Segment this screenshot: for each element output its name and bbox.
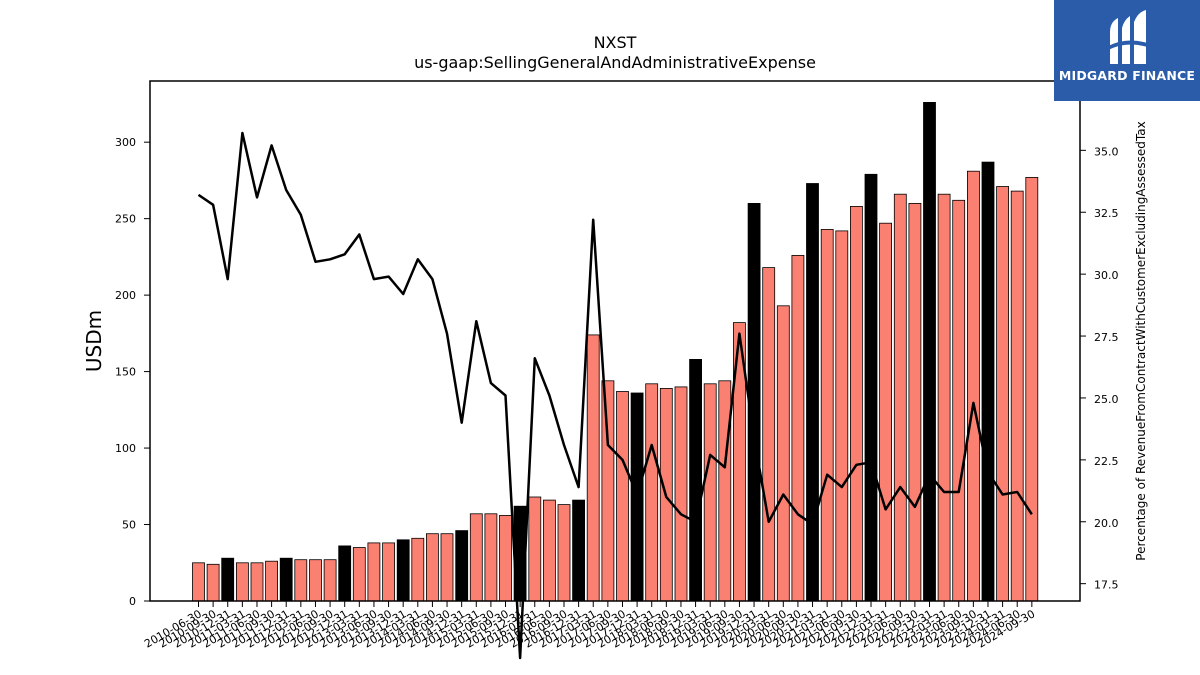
bar [265, 560, 279, 602]
plot-frame [149, 80, 1081, 602]
y2-tick-label: 32.5 [1094, 207, 1119, 220]
bar [206, 563, 220, 602]
bar [645, 383, 659, 602]
bar [806, 183, 819, 602]
bar [937, 193, 951, 602]
y-tick-label: 50 [122, 519, 136, 532]
bar [1025, 176, 1039, 602]
bar [996, 186, 1009, 602]
bar [484, 513, 498, 602]
bar [250, 562, 264, 602]
bar [309, 559, 322, 602]
y2-tick-label: 17.5 [1094, 579, 1119, 592]
bar [294, 559, 308, 602]
y-tick-label: 0 [129, 595, 136, 608]
bar [279, 557, 293, 602]
y-tick-label: 100 [115, 442, 136, 455]
bar [192, 562, 205, 602]
y-tick-label: 300 [115, 136, 136, 149]
chart-subtitle: us-gaap:SellingGeneralAndAdministrativeE… [414, 53, 816, 72]
bar [879, 222, 892, 602]
bar [1010, 190, 1024, 602]
bar [616, 391, 629, 602]
bars-layer [192, 102, 1039, 602]
bar [367, 542, 381, 602]
bar [718, 380, 732, 602]
bar [674, 386, 688, 602]
bar [820, 228, 834, 602]
bar [455, 530, 469, 602]
y2-tick-label: 27.5 [1094, 331, 1119, 344]
bar [557, 504, 571, 602]
bar [352, 547, 366, 602]
y2-tick-label: 30.0 [1094, 269, 1119, 282]
bar [835, 230, 849, 602]
brand-name: MIDGARD FINANCE [1058, 68, 1196, 83]
bar [952, 199, 966, 602]
bar [791, 254, 805, 602]
bar [923, 102, 936, 602]
y-tick-label: 150 [115, 366, 136, 379]
midgard-logo-icon [1108, 10, 1150, 64]
chart-title: NXST [594, 33, 637, 52]
bar [221, 557, 235, 602]
y-tick-label: 250 [115, 213, 136, 226]
bar [425, 533, 439, 602]
bar [864, 173, 878, 602]
bar [981, 161, 995, 602]
bar [967, 170, 980, 602]
bar [499, 515, 512, 602]
y-tick-label: 200 [115, 289, 136, 302]
bar [776, 305, 790, 602]
bar [440, 533, 454, 602]
bar [338, 545, 352, 602]
bar [850, 205, 863, 602]
y-axis-left: 0 50 100 150 200 250 300 [115, 136, 150, 608]
x-axis: 2010-06-302010-09-302010-12-312011-03-31… [142, 601, 1037, 651]
bar [235, 562, 249, 602]
bar [586, 334, 600, 602]
bar [469, 513, 483, 602]
bar [893, 193, 907, 602]
bar [908, 202, 922, 602]
bar [630, 392, 644, 602]
bar [762, 267, 776, 602]
bar [703, 383, 717, 602]
bar [689, 358, 702, 602]
bar [528, 496, 542, 602]
midgard-finance-logo: MIDGARD FINANCE [1054, 0, 1200, 101]
bar [411, 537, 425, 602]
y2-tick-label: 35.0 [1094, 145, 1119, 158]
bar [543, 499, 556, 602]
bar [601, 380, 615, 602]
y2-tick-label: 22.5 [1094, 455, 1119, 468]
y2-tick-label: 25.0 [1094, 393, 1119, 406]
bar [572, 499, 585, 602]
ratio-line [197, 131, 1033, 660]
bar [396, 539, 410, 602]
y-axis-label: USDm [82, 310, 106, 372]
y-axis-right: 17.5 20.0 22.5 25.0 27.5 30.0 32.5 35.0 [1080, 145, 1119, 592]
bar [382, 542, 396, 602]
bar [323, 559, 337, 602]
line-layer [197, 131, 1033, 660]
y2-tick-label: 20.0 [1094, 517, 1119, 530]
y2-axis-label: Percentage of RevenueFromContractWithCus… [1134, 121, 1148, 560]
